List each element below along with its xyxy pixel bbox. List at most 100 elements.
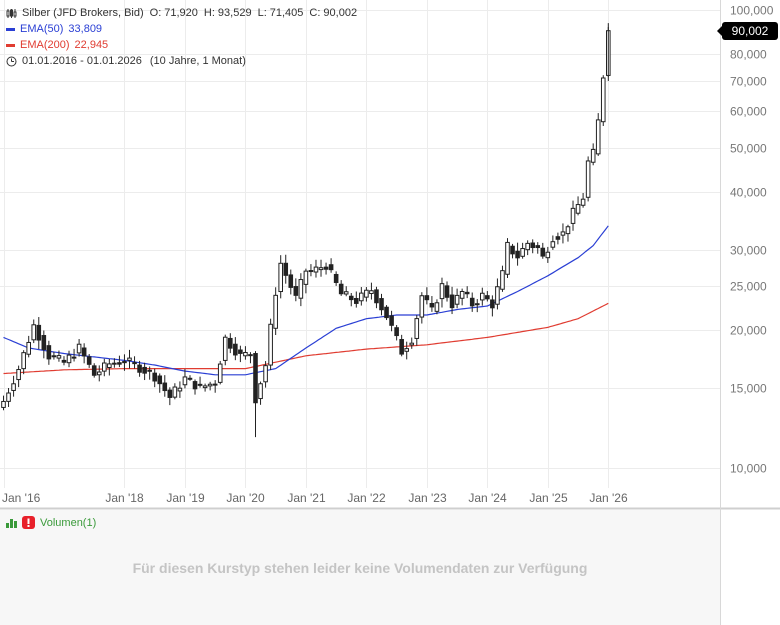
candle-body: [374, 289, 379, 304]
y-axis: 10,000 15,000 20,000 25,000 30,000 40,000 50,0…: [730, 4, 774, 476]
candle-body: [308, 270, 314, 273]
last-price-tag: 90,002: [717, 21, 778, 40]
candle-body: [570, 207, 576, 224]
candle-body: [91, 365, 97, 376]
candle-body: [323, 266, 329, 270]
candle-body: [379, 298, 384, 311]
candle-body: [36, 324, 42, 341]
candle-body: [464, 291, 470, 295]
ohlc-open-key: O:: [149, 7, 162, 19]
candlestick-icon[interactable]: [6, 8, 17, 19]
candle-body: [495, 286, 500, 305]
candle-body: [177, 387, 183, 392]
candle-body: [212, 383, 218, 386]
candle-body: [354, 298, 359, 304]
y-tick-label: 15,000: [730, 382, 767, 396]
x-tick-label: Jan '23: [408, 491, 447, 505]
y-tick-label: 80,000: [730, 48, 767, 62]
candle-body: [469, 297, 475, 307]
ema50-swatch: [6, 27, 15, 31]
ohlc-low-key: L:: [257, 7, 267, 19]
candle-body: [1, 400, 6, 408]
candle-body: [590, 148, 596, 163]
candle-body: [348, 295, 354, 301]
candle-body: [434, 302, 440, 312]
candle-body: [394, 327, 399, 337]
ema50-label: EMA(50): [20, 23, 64, 35]
warning-icon[interactable]: [22, 516, 35, 529]
candle-body: [81, 347, 87, 357]
x-tick-label: Jan '24: [468, 491, 507, 505]
candle-body: [520, 248, 525, 257]
candle-body: [41, 335, 47, 350]
x-tick-label: Jan '22: [347, 491, 386, 505]
candle-body: [359, 292, 364, 302]
candle-body: [86, 356, 92, 365]
ohlc-low-value: 71,405: [269, 7, 304, 19]
range-period: 01.01.2016 - 01.01.2026: [22, 55, 142, 67]
volume-label: Volumen(1): [40, 516, 97, 529]
candle-body: [248, 354, 253, 357]
candle-body: [480, 292, 485, 301]
candle-body: [243, 352, 248, 357]
ema50-legend-row[interactable]: EMA(50) 33,809: [6, 21, 357, 37]
candle-body: [490, 299, 495, 309]
candle-body: [459, 290, 465, 299]
candle-body: [439, 283, 445, 300]
candle-body: [595, 119, 601, 155]
y-tick-label: 60,000: [730, 105, 767, 119]
candle-body: [228, 337, 233, 349]
y-tick-label: 20,000: [730, 324, 767, 338]
range-row: 01.01.2016 - 01.01.2026 (10 Jahre, 1 Mon…: [6, 53, 357, 69]
candle-body: [585, 160, 591, 198]
x-axis: Jan '16 Jan '18 Jan '19 Jan '20 Jan '21 Jan '…: [2, 491, 628, 505]
candle-body: [429, 302, 435, 308]
candle-body: [338, 283, 344, 295]
candle-body: [278, 262, 283, 293]
candle-body: [96, 371, 102, 376]
candle-body: [142, 366, 147, 374]
candle-body: [16, 369, 21, 381]
y-tick-label: 10,000: [730, 462, 767, 476]
volume-panel: [0, 510, 720, 625]
candle-body: [102, 362, 107, 372]
candle-body: [157, 375, 163, 385]
candle-body: [253, 353, 258, 404]
candle-body: [21, 352, 26, 370]
volume-legend[interactable]: Volumen(1): [6, 516, 96, 529]
ema200-value: 22,945: [74, 39, 109, 51]
ohlc-high-key: H:: [203, 7, 215, 19]
candle-body: [298, 279, 304, 299]
candle-body: [56, 355, 62, 359]
ema50-layer: [3, 225, 609, 376]
candle-body: [540, 247, 546, 257]
x-tick-label: Jan '19: [166, 491, 205, 505]
candle-body: [6, 392, 11, 402]
candle-body: [66, 354, 72, 364]
candle-body: [545, 251, 551, 259]
candle-body: [328, 264, 334, 271]
candle-body: [268, 323, 273, 366]
ema50-line: [3, 225, 609, 376]
symbol-row: Silber (JFD Brokers, Bid) O: 71,920 H: 9…: [6, 5, 357, 21]
ohlc-high-value: 93,529: [217, 7, 252, 19]
ema200-legend-row[interactable]: EMA(200) 22,945: [6, 37, 357, 53]
candle-body: [424, 295, 430, 301]
y-tick-label: 70,000: [730, 75, 767, 89]
candle-body: [530, 242, 536, 249]
candle-body: [560, 231, 566, 236]
volume-message: Für diesen Kurstyp stehen leider keine V…: [132, 560, 588, 576]
candle-body: [313, 266, 319, 273]
candle-body: [222, 336, 228, 361]
x-tick-label: Jan '25: [529, 491, 568, 505]
clock-icon: [6, 56, 17, 67]
candle-body: [51, 355, 57, 358]
candle-body: [258, 383, 263, 400]
symbol-name: Silber (JFD Brokers, Bid): [22, 7, 144, 19]
candle-body: [369, 290, 374, 295]
candle-body: [288, 274, 294, 288]
x-tick-label: Jan '18: [105, 491, 144, 505]
candle-layer: [1, 23, 611, 438]
